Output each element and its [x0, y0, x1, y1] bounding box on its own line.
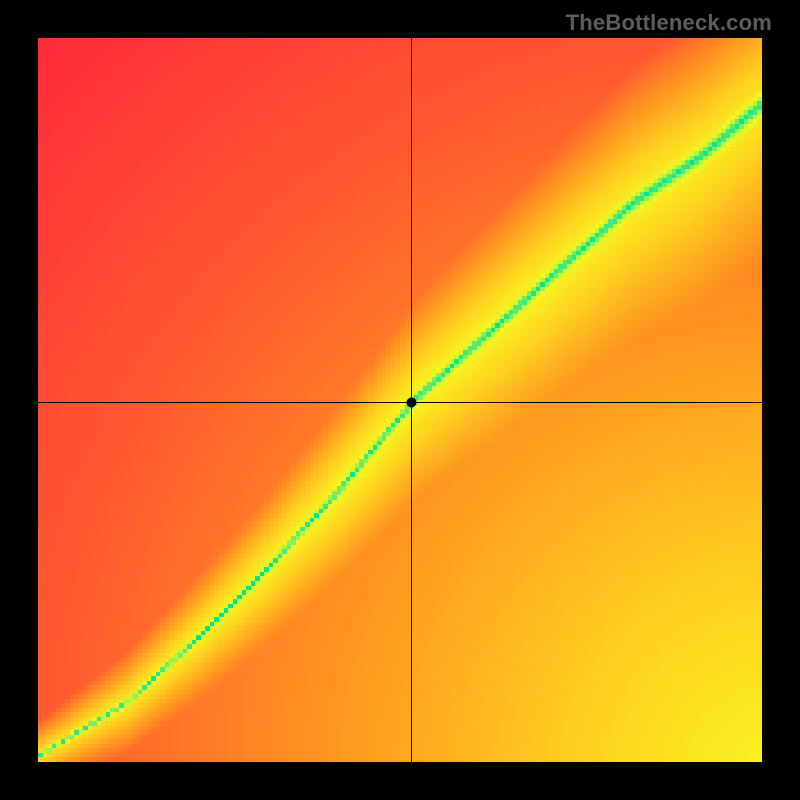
watermark-text: TheBottleneck.com	[566, 10, 772, 36]
stage: TheBottleneck.com	[0, 0, 800, 800]
heatmap-canvas	[38, 38, 762, 762]
plot-area	[38, 38, 762, 762]
